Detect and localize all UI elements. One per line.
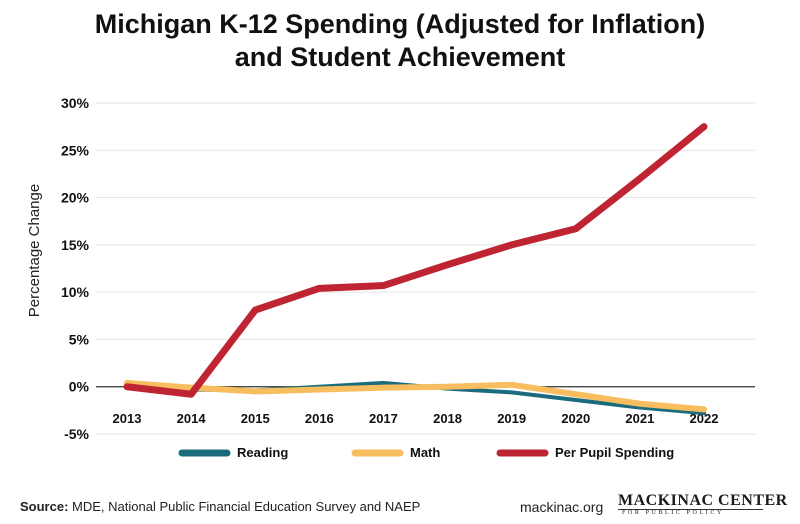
y-tick-label: 30% <box>61 95 90 111</box>
y-tick-label: 5% <box>69 331 90 347</box>
mackinac-center-logo: MACKINAC CENTER FOR PUBLIC POLICY <box>618 492 787 520</box>
title-line-2: and Student Achievement <box>234 42 566 72</box>
x-tick-label: 2019 <box>497 411 526 426</box>
x-tick-label: 2021 <box>625 411 654 426</box>
x-tick-label: 2014 <box>177 411 207 426</box>
x-tick-label: 2020 <box>561 411 590 426</box>
legend-label: Math <box>410 445 440 460</box>
series-line-math <box>124 379 707 413</box>
legend-label: Per Pupil Spending <box>555 445 674 460</box>
source-note: Source: MDE, National Public Financial E… <box>20 499 420 514</box>
x-tick-label: 2017 <box>369 411 398 426</box>
y-tick-label: 0% <box>69 379 90 395</box>
y-tick-label: 20% <box>61 190 90 206</box>
y-tick-label: 10% <box>61 284 90 300</box>
source-label: Source: <box>20 499 69 514</box>
x-tick-label: 2013 <box>113 411 142 426</box>
series-line-per-pupil-spending <box>123 123 708 398</box>
y-tick-label: 15% <box>61 237 90 253</box>
logo-main-text: MACKINAC CENTER <box>618 492 788 509</box>
title-line-1: Michigan K-12 Spending (Adjusted for Inf… <box>94 9 706 39</box>
logo-rule <box>618 509 763 510</box>
x-tick-label: 2022 <box>690 411 719 426</box>
x-tick-label: 2016 <box>305 411 334 426</box>
y-axis-label: Percentage Change <box>26 184 43 317</box>
source-text: MDE, National Public Financial Education… <box>68 499 421 514</box>
logo-sub-text: FOR PUBLIC POLICY <box>622 510 724 516</box>
legend-label: Reading <box>237 445 288 460</box>
y-tick-label: 25% <box>61 142 90 158</box>
chart-title: Michigan K-12 Spending (Adjusted for Inf… <box>0 8 800 74</box>
website-link[interactable]: mackinac.org <box>520 499 604 515</box>
y-tick-label: -5% <box>64 426 89 442</box>
x-tick-label: 2015 <box>241 411 270 426</box>
x-tick-label: 2018 <box>433 411 462 426</box>
